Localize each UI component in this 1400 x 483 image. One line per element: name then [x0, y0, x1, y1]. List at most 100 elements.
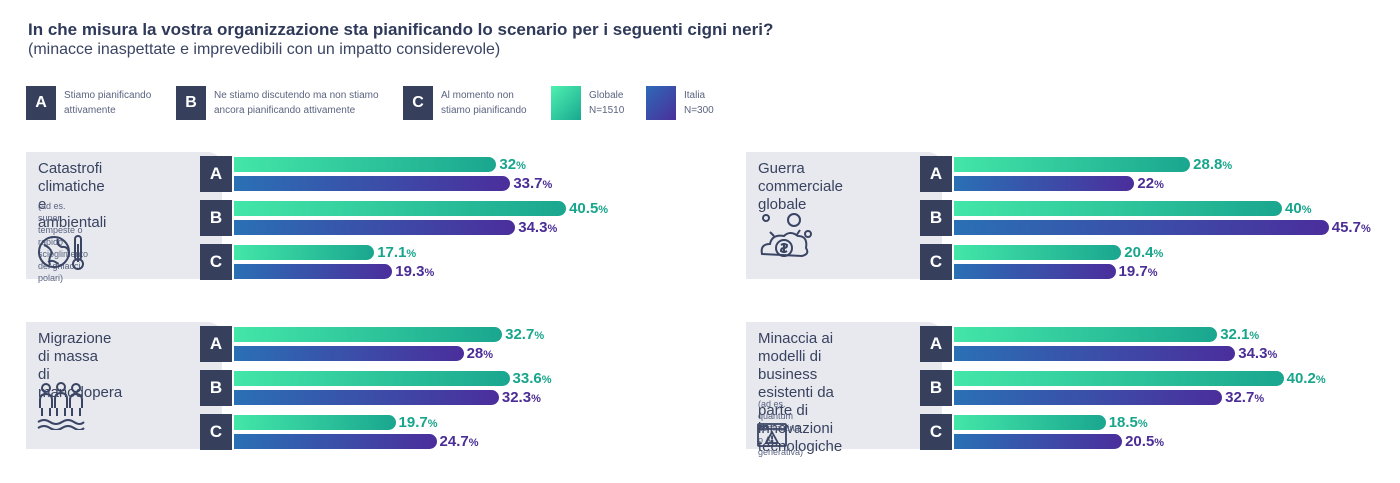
data-label-value: 28.8: [1193, 156, 1223, 173]
bar-italia: [954, 346, 1236, 361]
panel-title-line: di manodopera: [38, 366, 123, 401]
legend-item-b: B Ne stiamo discutendo ma non stiamo anco…: [176, 86, 379, 120]
data-label-value: 20.5: [1125, 433, 1155, 450]
panel-title-line: globale: [758, 196, 807, 213]
data-label-value: 32: [499, 156, 517, 173]
legend-label-italia: Italia N=300: [684, 90, 714, 116]
data-label-globale: 28.8%: [1193, 157, 1232, 174]
data-label-unit: %: [1315, 374, 1326, 386]
panel-title: Minaccia ai modelli di business esistenti…: [758, 330, 842, 456]
data-label-unit: %: [534, 330, 545, 342]
data-label-value: 19.7: [1118, 263, 1148, 280]
panel-title: Catastrofi climatiche e ambientali: [38, 160, 106, 232]
data-label-unit: %: [1222, 160, 1233, 172]
category-label: A: [200, 326, 232, 362]
bar-italia: [954, 220, 1329, 235]
category-label: B: [920, 200, 952, 236]
bar-globale: [954, 157, 1191, 172]
legend-label-b: Ne stiamo discutendo ma non stiamo ancora…: [214, 90, 379, 116]
bar-globale: [234, 157, 497, 172]
data-label-value: 19.7: [398, 414, 428, 431]
panel-title: Guerra commerciale globale: [758, 160, 843, 214]
data-label-italia: 45.7%: [1332, 220, 1371, 237]
data-label-globale: 20.4%: [1124, 245, 1163, 262]
data-label-value: 34.3: [1238, 345, 1268, 362]
bar-globale: [234, 327, 503, 342]
data-label-value: 33.6: [512, 370, 542, 387]
data-label-unit: %: [406, 248, 417, 260]
panel-note-line: o AI generativa): [758, 435, 804, 457]
data-label-unit: %: [541, 374, 552, 386]
data-label-italia: 32.7%: [1225, 390, 1264, 407]
data-label-value: 18.5: [1108, 414, 1138, 431]
bar-italia: [234, 264, 393, 279]
data-label-unit: %: [1254, 393, 1265, 405]
panel-background: [746, 152, 942, 279]
data-label-value: 34.3: [518, 219, 548, 236]
category-label: C: [920, 244, 952, 280]
data-label-value: 33.7: [513, 175, 543, 192]
category-label: C: [920, 414, 952, 450]
panel-background: [746, 322, 942, 449]
data-label-globale: 32.7%: [505, 327, 544, 344]
category-label: A: [920, 326, 952, 362]
data-label-italia: 19.3%: [395, 264, 434, 281]
panel-title: Migrazione di massa di manodopera: [38, 330, 122, 402]
category-label: B: [200, 200, 232, 236]
data-label-globale: 40.5%: [569, 201, 608, 218]
bar-italia: [954, 264, 1116, 279]
data-label-value: 28: [466, 345, 484, 362]
data-label-unit: %: [468, 437, 479, 449]
panel-background: [26, 152, 222, 279]
legend-item-a: A Stiamo pianificando attivamente: [26, 86, 151, 120]
data-label-value: 40: [1285, 200, 1302, 217]
chart-title: In che misura la vostra organizzazione s…: [28, 20, 774, 39]
bar-italia: [234, 390, 499, 405]
data-label-globale: 17.1%: [377, 245, 416, 262]
globe-thermometer-icon: [36, 232, 84, 277]
data-label-value: 40.2: [1286, 370, 1316, 387]
panel-note-line: (ad es. super tempeste o rapido: [38, 201, 83, 247]
legend-swatch-italia: [646, 86, 676, 120]
data-label-unit: %: [1301, 204, 1312, 216]
data-label-globale: 32.1%: [1220, 327, 1259, 344]
bar-globale: [234, 201, 567, 216]
panel-title-line: Guerra commerciale: [758, 160, 844, 195]
data-label-value: 32.1: [1220, 326, 1250, 343]
category-label: B: [920, 370, 952, 406]
legend-label-c: Al momento non stiamo pianificando: [441, 90, 527, 116]
data-label-value: 19.3: [395, 263, 425, 280]
bar-italia: [234, 434, 437, 449]
data-label-unit: %: [1147, 267, 1158, 279]
bar-italia: [954, 434, 1123, 449]
data-label-italia: 22%: [1137, 176, 1163, 193]
data-label-globale: 33.6%: [513, 371, 552, 388]
data-label-italia: 20.5%: [1125, 434, 1164, 451]
data-label-globale: 40%: [1285, 201, 1311, 218]
panel-title-line: Minaccia ai modelli di: [758, 330, 834, 365]
data-label-globale: 19.7%: [399, 415, 438, 432]
bar-italia: [954, 390, 1223, 405]
data-label-value: 32.7: [505, 326, 535, 343]
legend-key-a: A: [26, 86, 56, 120]
data-label-unit: %: [1267, 349, 1278, 361]
data-label-unit: %: [1249, 330, 1260, 342]
data-label-italia: 32.3%: [502, 390, 541, 407]
bar-globale: [234, 415, 396, 430]
bar-globale: [954, 415, 1106, 430]
data-label-unit: %: [483, 349, 494, 361]
panel-background: [26, 322, 222, 449]
money-cloud-icon: [756, 212, 816, 267]
bar-italia: [954, 176, 1135, 191]
warning-browser-icon: [756, 422, 788, 453]
data-label-unit: %: [547, 223, 558, 235]
data-label-value: 22: [1137, 175, 1155, 192]
panel-title-line: e ambientali: [38, 196, 107, 231]
legend-series-italia: Italia N=300: [646, 86, 714, 120]
data-label-unit: %: [1153, 248, 1164, 260]
category-label: A: [920, 156, 952, 192]
data-label-value: 45.7: [1331, 219, 1361, 236]
panel-title-line: Catastrofi climatiche: [38, 160, 105, 195]
data-label-globale: 18.5%: [1109, 415, 1148, 432]
chart-subtitle: (minacce inaspettate e imprevedibili con…: [28, 41, 501, 58]
